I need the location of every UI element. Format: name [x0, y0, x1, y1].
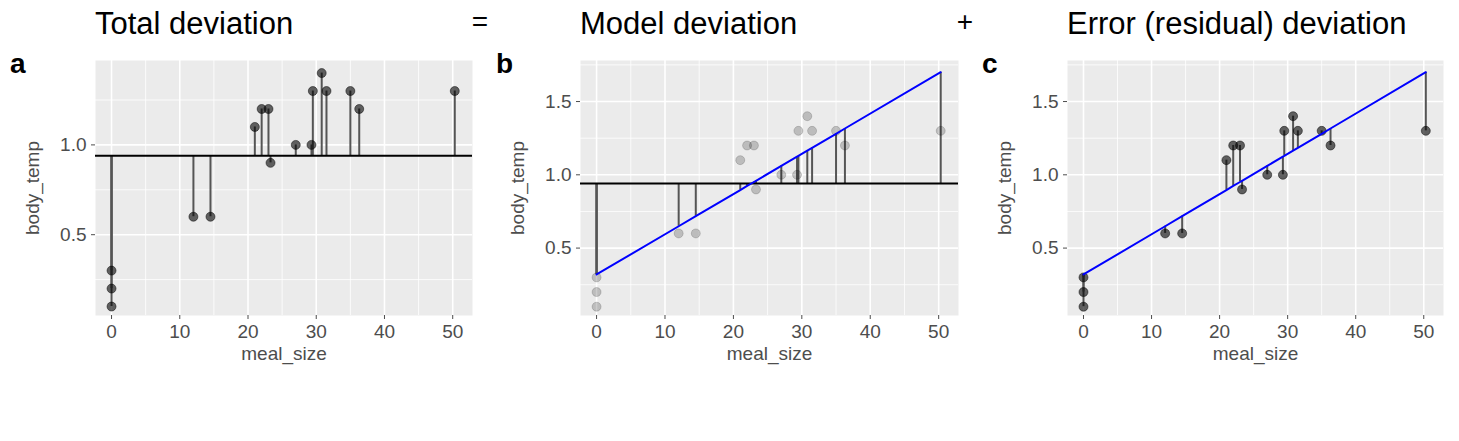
html-text:b: b: [496, 48, 514, 79]
svg-text:50: 50: [928, 321, 949, 342]
svg-text:1.5: 1.5: [1032, 91, 1058, 112]
svg-text:0: 0: [591, 321, 602, 342]
svg-text:20: 20: [237, 321, 258, 342]
html-text:a: a: [10, 48, 26, 79]
svg-text:body_temp: body_temp: [994, 141, 1016, 235]
svg-text:meal_size: meal_size: [1213, 343, 1299, 365]
html-text:Total deviation: Total deviation: [95, 6, 294, 41]
svg-text:1.0: 1.0: [545, 164, 571, 185]
svg-text:0.5: 0.5: [545, 237, 571, 258]
svg-text:body_temp: body_temp: [22, 141, 44, 235]
svg-text:30: 30: [791, 321, 812, 342]
svg-text:10: 10: [654, 321, 675, 342]
svg-text:30: 30: [306, 321, 327, 342]
svg-text:0.5: 0.5: [60, 224, 86, 245]
svg-text:20: 20: [723, 321, 744, 342]
svg-text:30: 30: [1277, 321, 1298, 342]
html-text:Error (residual) deviation: Error (residual) deviation: [1067, 6, 1407, 41]
svg-text:1.0: 1.0: [60, 134, 86, 155]
svg-text:1.5: 1.5: [545, 91, 571, 112]
svg-text:10: 10: [169, 321, 190, 342]
svg-text:0.5: 0.5: [1032, 237, 1058, 258]
svg-text:meal_size: meal_size: [727, 343, 813, 365]
svg-text:50: 50: [1413, 321, 1434, 342]
svg-text:0: 0: [1078, 321, 1089, 342]
svg-text:10: 10: [1141, 321, 1162, 342]
svg-text:1.0: 1.0: [1032, 164, 1058, 185]
svg-text:0: 0: [106, 321, 117, 342]
svg-text:20: 20: [1209, 321, 1230, 342]
svg-text:40: 40: [1345, 321, 1366, 342]
svg-text:body_temp: body_temp: [507, 141, 529, 235]
html-text:c: c: [982, 48, 998, 79]
svg-text:meal_size: meal_size: [241, 343, 327, 365]
svg-text:40: 40: [374, 321, 395, 342]
svg-text:50: 50: [442, 321, 463, 342]
html-text:Model deviation: Model deviation: [580, 6, 798, 41]
svg-text:40: 40: [860, 321, 881, 342]
